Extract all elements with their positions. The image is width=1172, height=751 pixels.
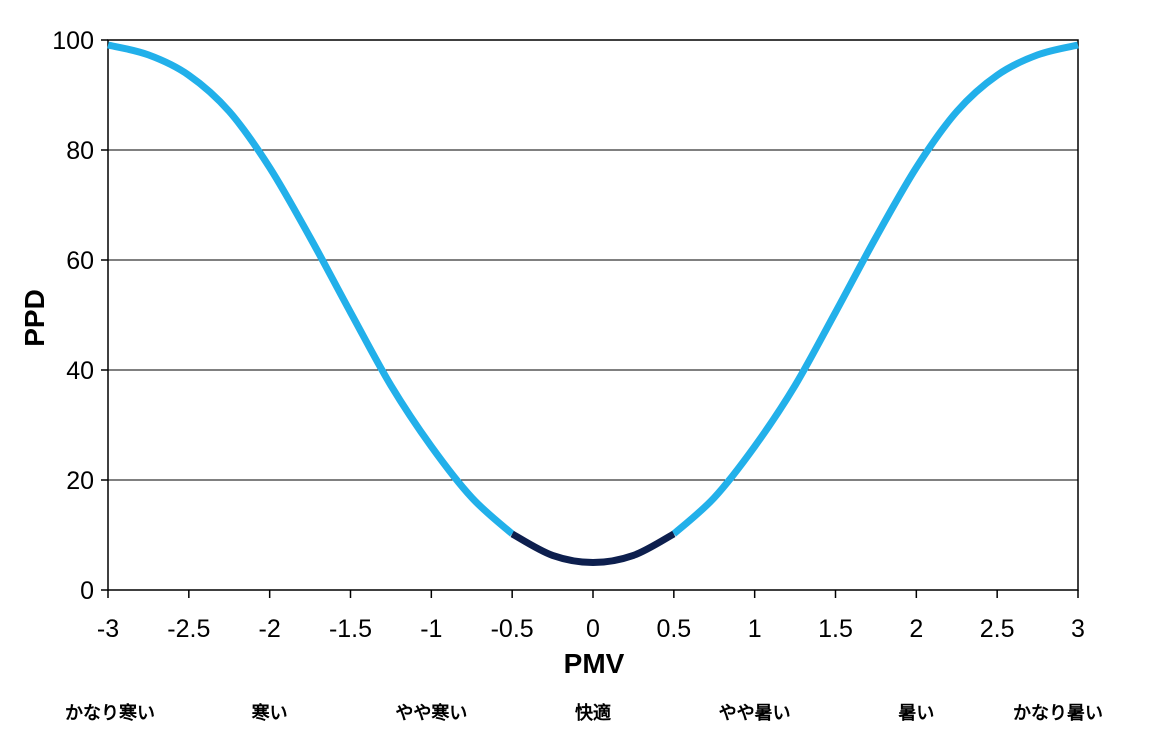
- y-tick-label: 40: [66, 357, 94, 385]
- x-tick-label: 0: [586, 615, 600, 643]
- y-tick-label: 80: [66, 137, 94, 165]
- y-tick-labels: 0 20 40 60 80 100: [52, 27, 108, 605]
- series-line-1-0: [510, 530, 676, 567]
- x-tick-label: 2: [909, 615, 923, 643]
- x-tick-label: 3: [1071, 615, 1085, 643]
- sensation-label: 暑い: [898, 703, 934, 724]
- y-tick-label: 20: [66, 467, 94, 495]
- x-tick-label: 1.5: [818, 615, 853, 643]
- x-tick-label: 1: [748, 615, 762, 643]
- x-axis-title: PMV: [564, 648, 625, 679]
- plot-area: [107, 39, 1079, 591]
- x-tick-label: -1.5: [329, 615, 372, 643]
- y-axis-title: PPD: [19, 289, 50, 347]
- x-tick-label: -2: [259, 615, 281, 643]
- series-layer: [107, 41, 1079, 567]
- y-tick-label: 100: [52, 27, 94, 55]
- sensation-label: かなり寒い: [65, 702, 155, 724]
- plot-frame: [107, 39, 1079, 591]
- y-tick-label: 0: [80, 577, 94, 605]
- x-tick-label: 2.5: [980, 615, 1015, 643]
- x-tick-label: -3: [97, 615, 119, 643]
- sensation-label: 寒い: [251, 702, 288, 724]
- series-line-0-0: [107, 41, 515, 537]
- y-tick-label: 60: [66, 247, 94, 275]
- x-tick-label: -1: [420, 615, 442, 643]
- sensation-label: 快適: [575, 702, 611, 724]
- grid-lines: [108, 149, 1078, 481]
- x-tick-label: -0.5: [491, 615, 534, 643]
- sensation-label: やや暑い: [719, 703, 791, 724]
- series-line-0-1: [671, 41, 1079, 537]
- x-tick-label: -2.5: [167, 615, 210, 643]
- sensation-label: やや寒い: [395, 702, 467, 724]
- x-tick-labels: -3 -2.5 -2 -1.5 -1 -0.5 0 0.5 1 1.5 2 2.5 3: [97, 590, 1085, 643]
- sensation-labels: かなり寒い 寒い やや寒い 快適 やや暑い 暑い かなり暑い: [65, 702, 1103, 724]
- sensation-label: かなり暑い: [1013, 703, 1103, 724]
- x-tick-label: 0.5: [656, 615, 691, 643]
